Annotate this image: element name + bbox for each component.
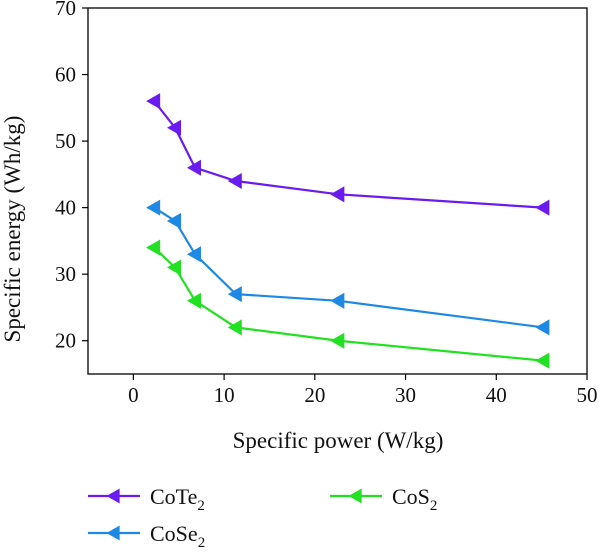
series-layer (146, 93, 550, 369)
y-tick-label: 60 (55, 63, 76, 87)
y-tick-label: 50 (55, 129, 76, 153)
data-point (227, 286, 242, 303)
legend-label: CoS2 (392, 484, 437, 514)
series-CoSe2 (146, 199, 550, 336)
x-tick-label: 0 (128, 383, 139, 407)
data-point (186, 159, 201, 176)
plot-frame (87, 7, 588, 375)
legend-marker (106, 488, 120, 504)
legend-item: CoSe2 (88, 521, 205, 551)
y-tick-label: 40 (55, 196, 76, 220)
y-tick-label: 70 (55, 0, 76, 20)
x-tick-label: 50 (577, 383, 598, 407)
x-tick-label: 10 (214, 383, 235, 407)
data-point (330, 292, 345, 309)
x-tick-label: 20 (304, 383, 325, 407)
data-point (166, 119, 182, 136)
series-CoS2 (146, 239, 550, 369)
data-point (330, 332, 345, 349)
series-line (153, 206, 544, 329)
data-point (166, 259, 182, 276)
series-line (153, 246, 544, 362)
legend-label: CoSe2 (150, 521, 205, 551)
data-point (535, 352, 550, 369)
data-point (186, 246, 201, 263)
data-point (166, 212, 182, 229)
x-axis-label: Specific power (W/kg) (233, 428, 444, 453)
data-point (146, 239, 161, 256)
data-point (146, 199, 161, 216)
data-point (146, 93, 161, 110)
data-point (330, 186, 345, 203)
data-point (535, 319, 550, 336)
y-tick-label: 20 (55, 329, 76, 353)
data-point (535, 199, 550, 216)
legend-marker (348, 488, 362, 504)
data-point (227, 173, 242, 190)
legend: CoTe2 CoSe2 CoS2 (88, 484, 437, 551)
x-tick-label: 40 (486, 383, 507, 407)
data-point (186, 292, 201, 309)
legend-label: CoTe2 (150, 484, 205, 514)
data-point (227, 319, 242, 336)
series-line (153, 100, 544, 209)
y-axis-label: Specific energy (Wh/kg) (0, 116, 25, 343)
legend-item: CoTe2 (88, 484, 205, 514)
axes-layer: 0 10 20 30 40 50 20 30 40 50 60 70 (55, 0, 598, 407)
legend-item: CoS2 (330, 484, 437, 514)
y-tick-label: 30 (55, 262, 76, 286)
legend-marker (106, 525, 120, 541)
x-tick-label: 30 (395, 383, 416, 407)
series-CoTe2 (146, 93, 550, 216)
